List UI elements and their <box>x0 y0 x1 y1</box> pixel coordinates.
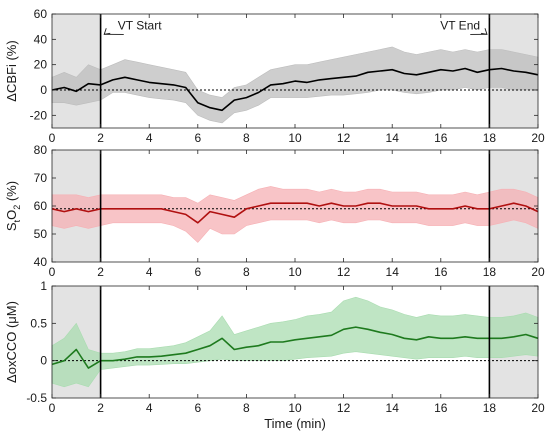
x-tick-label: 6 <box>194 401 201 415</box>
x-tick-label: 10 <box>288 131 302 145</box>
x-tick-label: 4 <box>146 401 153 415</box>
x-tick-label: 4 <box>146 265 153 279</box>
x-tick-label: 8 <box>243 401 250 415</box>
sto2-panel: 40 50 60 70 80 0 2 4 6 8 10 12 14 16 18 20 StO2 (%) <box>4 143 545 279</box>
y-tick-label: 60 <box>34 7 48 21</box>
y-tick-label: 1 <box>40 279 47 293</box>
x-tick-label: 12 <box>337 131 351 145</box>
x-tick-label: 2 <box>97 131 104 145</box>
vt-start-annotation: VT Start <box>118 18 162 32</box>
x-tick-label: 20 <box>531 401 545 415</box>
vt-start-arrowhead <box>103 28 111 35</box>
y-axis-label: ΔCBFi (%) <box>4 40 19 101</box>
x-tick-label: 18 <box>483 131 497 145</box>
y-tick-label: -20 <box>30 108 48 122</box>
vt-lines <box>99 14 491 128</box>
y-ticks: -20 0 20 40 60 <box>30 7 538 122</box>
cbfi-series-line <box>51 67 539 112</box>
x-tick-label: 0 <box>49 401 56 415</box>
x-tick-label: 10 <box>288 401 302 415</box>
y-axis-label: ΔoxCCO (μM) <box>4 301 19 383</box>
x-tick-label: 6 <box>194 265 201 279</box>
x-axis-label: Time (min) <box>264 416 326 431</box>
x-tick-label: 4 <box>146 131 153 145</box>
x-tick-label: 20 <box>531 131 545 145</box>
oxcco-panel: -0.500.51 0 2 4 6 8 10 12 14 16 18 20 ΔoxCCO (μM) … <box>4 279 545 431</box>
y-tick-label: 80 <box>34 143 48 157</box>
y-tick-label: 60 <box>34 199 48 213</box>
x-tick-label: 6 <box>194 131 201 145</box>
sto2-series-line <box>51 202 539 224</box>
y-tick-label: 50 <box>34 227 48 241</box>
y-tick-label: -0.5 <box>26 391 47 405</box>
x-tick-label: 10 <box>288 265 302 279</box>
y-tick-label: 0.5 <box>30 316 47 330</box>
vt-lines <box>99 150 491 262</box>
x-tick-label: 8 <box>243 131 250 145</box>
x-tick-label: 2 <box>97 401 104 415</box>
x-tick-label: 14 <box>386 401 400 415</box>
vt-lines <box>99 286 491 398</box>
x-tick-label: 2 <box>97 265 104 279</box>
x-tick-label: 8 <box>243 265 250 279</box>
x-tick-label: 0 <box>49 265 56 279</box>
y-tick-label: 0 <box>40 354 47 368</box>
y-axis-label: StO2 (%) <box>4 181 22 231</box>
y-tick-label: 40 <box>34 32 48 46</box>
x-tick-label: 12 <box>337 401 351 415</box>
x-tick-label: 14 <box>386 265 400 279</box>
vt-end-annotation: VT End <box>440 18 480 32</box>
oxcco-series-line <box>51 326 539 369</box>
x-tick-label: 20 <box>531 265 545 279</box>
x-ticks: 0 2 4 6 8 10 12 14 16 18 20 <box>49 150 545 279</box>
x-tick-label: 18 <box>483 401 497 415</box>
x-tick-label: 14 <box>386 131 400 145</box>
x-tick-label: 16 <box>434 265 448 279</box>
x-tick-label: 16 <box>434 131 448 145</box>
x-tick-label: 16 <box>434 401 448 415</box>
y-tick-label: 40 <box>34 255 48 269</box>
y-tick-label: 0 <box>40 83 47 97</box>
x-ticks: 0 2 4 6 8 10 12 14 16 18 20 <box>49 286 545 415</box>
x-tick-label: 12 <box>337 265 351 279</box>
x-tick-label: 18 <box>483 265 497 279</box>
y-tick-label: 70 <box>34 171 48 185</box>
x-tick-label: 0 <box>49 131 56 145</box>
y-ticks: 40 50 60 70 80 <box>34 143 538 269</box>
y-tick-label: 20 <box>34 58 48 72</box>
y-ticks: -0.5 0 0.5 1 <box>26 279 538 405</box>
x-ticks: 0 2 4 6 8 10 12 14 16 18 20 <box>49 14 545 145</box>
vt-end-arrowhead <box>480 28 488 35</box>
